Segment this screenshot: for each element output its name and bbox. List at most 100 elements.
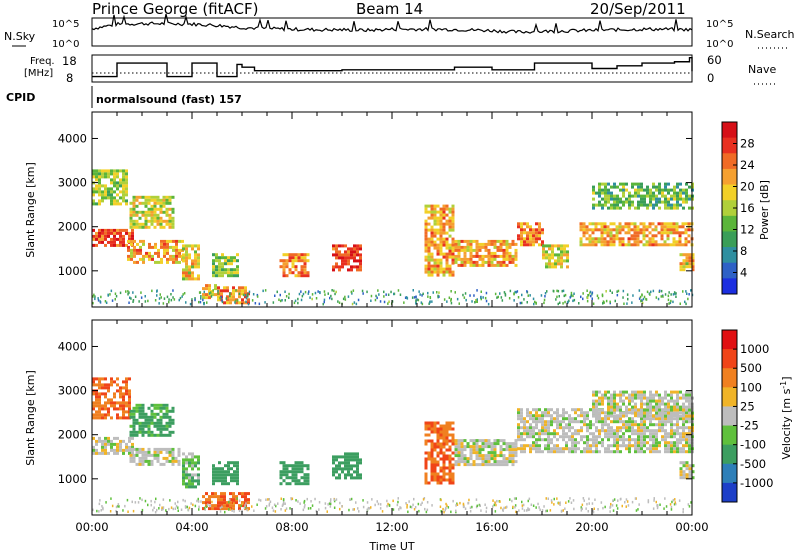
data-cell bbox=[338, 244, 341, 248]
data-cell bbox=[636, 234, 640, 238]
data-cell bbox=[436, 433, 440, 437]
data-cell bbox=[436, 451, 440, 455]
cpid-label: CPID bbox=[6, 91, 35, 104]
data-cell bbox=[442, 228, 446, 232]
data-cell bbox=[615, 225, 619, 229]
data-cell bbox=[628, 435, 631, 439]
data-cell bbox=[300, 256, 304, 260]
data-cell bbox=[413, 497, 415, 501]
data-cell bbox=[655, 203, 658, 207]
data-cell bbox=[433, 204, 437, 208]
data-cell bbox=[682, 417, 685, 421]
data-cell bbox=[141, 498, 143, 502]
data-cell bbox=[607, 447, 610, 451]
data-cell bbox=[221, 300, 224, 304]
data-cell bbox=[324, 506, 327, 510]
data-cell bbox=[302, 508, 305, 512]
data-cell bbox=[451, 258, 455, 262]
data-cell bbox=[585, 228, 589, 232]
data-cell bbox=[119, 392, 122, 396]
data-cell bbox=[125, 386, 128, 390]
data-cell bbox=[436, 442, 440, 446]
data-cell bbox=[607, 444, 610, 448]
data-cell bbox=[553, 411, 556, 415]
data-cell bbox=[679, 203, 682, 207]
data-cell bbox=[526, 426, 529, 430]
data-cell bbox=[443, 510, 445, 514]
data-cell bbox=[643, 411, 646, 415]
data-cell bbox=[430, 273, 434, 277]
data-cell bbox=[197, 256, 200, 260]
data-cell bbox=[416, 298, 418, 301]
data-cell bbox=[333, 499, 336, 503]
data-cell bbox=[550, 420, 553, 424]
data-cell bbox=[670, 206, 673, 210]
data-cell bbox=[634, 191, 637, 195]
data-cell bbox=[150, 412, 154, 416]
data-cell bbox=[670, 508, 673, 511]
data-cell bbox=[652, 414, 655, 418]
data-cell bbox=[448, 219, 452, 223]
data-cell bbox=[433, 466, 437, 470]
data-cell bbox=[548, 262, 551, 266]
data-cell bbox=[475, 439, 479, 443]
data-cell bbox=[442, 237, 446, 241]
data-cell bbox=[424, 231, 428, 235]
data-cell bbox=[685, 262, 689, 266]
data-cell bbox=[571, 441, 574, 445]
data-cell bbox=[688, 262, 692, 266]
data-cell bbox=[676, 203, 679, 207]
data-cell bbox=[664, 423, 667, 427]
data-cell bbox=[513, 497, 516, 500]
data-cell bbox=[463, 296, 466, 299]
data-cell bbox=[604, 417, 607, 421]
data-cell bbox=[619, 417, 622, 421]
data-cell bbox=[582, 243, 586, 247]
data-cell bbox=[439, 222, 443, 226]
data-cell bbox=[238, 292, 241, 296]
data-cell bbox=[676, 200, 679, 204]
data-cell bbox=[604, 411, 607, 415]
data-cell bbox=[514, 263, 518, 267]
data-cell bbox=[679, 405, 682, 409]
data-cell bbox=[424, 424, 428, 428]
data-cell bbox=[544, 408, 547, 412]
data-cell bbox=[589, 450, 592, 454]
data-cell bbox=[546, 290, 548, 293]
data-cell bbox=[119, 231, 122, 235]
data-cell bbox=[232, 289, 235, 293]
colorbar-tick-label: 28 bbox=[740, 137, 755, 151]
data-cell bbox=[104, 237, 107, 241]
data-cell bbox=[508, 451, 512, 455]
data-cell bbox=[484, 457, 488, 461]
data-cell bbox=[98, 169, 101, 173]
data-cell bbox=[236, 479, 239, 483]
data-cell bbox=[475, 300, 477, 303]
data-cell bbox=[649, 414, 652, 418]
data-cell bbox=[170, 506, 173, 509]
data-cell bbox=[356, 250, 359, 254]
data-cell bbox=[181, 239, 184, 243]
data-cell bbox=[454, 257, 458, 261]
data-cell bbox=[233, 470, 236, 474]
data-cell bbox=[433, 231, 437, 235]
data-cell bbox=[318, 501, 321, 504]
data-cell bbox=[451, 478, 455, 482]
data-cell bbox=[128, 377, 131, 381]
data-cell bbox=[436, 463, 440, 467]
data-cell bbox=[474, 301, 476, 304]
data-cell bbox=[601, 191, 604, 195]
data-cell bbox=[424, 225, 428, 229]
freq-strip: Freq. [MHz] 18 8 60 0 Nave bbox=[24, 53, 776, 85]
data-cell bbox=[547, 444, 550, 448]
data-cell bbox=[675, 222, 679, 226]
data-cell bbox=[649, 444, 652, 448]
data-cell bbox=[424, 421, 428, 425]
data-cell bbox=[335, 498, 338, 501]
data-cell bbox=[499, 445, 503, 449]
data-cell bbox=[202, 287, 205, 291]
data-cell bbox=[359, 268, 362, 272]
data-cell bbox=[574, 447, 577, 451]
data-cell bbox=[244, 289, 247, 293]
data-cell bbox=[553, 432, 556, 436]
